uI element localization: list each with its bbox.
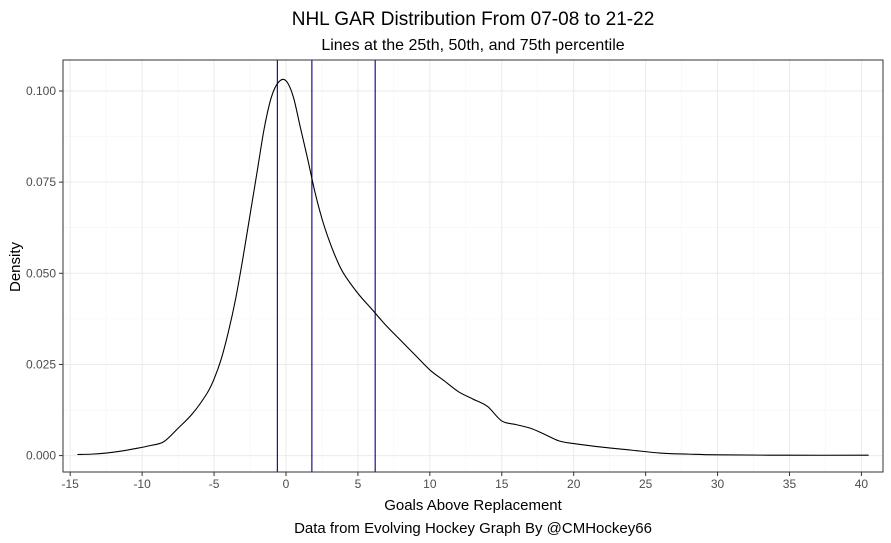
x-axis-title: Goals Above Replacement bbox=[384, 497, 562, 514]
x-tick-label: 20 bbox=[567, 477, 581, 491]
x-tick-label: 35 bbox=[783, 477, 797, 491]
y-tick-label: 0.075 bbox=[26, 175, 56, 189]
panel-border bbox=[62, 59, 884, 473]
x-tick-label: 5 bbox=[355, 477, 362, 491]
y-axis-ticks: 0.000 0.025 0.050 0.075 0.100 bbox=[26, 84, 63, 463]
y-tick-label: 0.050 bbox=[26, 266, 56, 280]
x-tick-label: -10 bbox=[133, 477, 151, 491]
x-tick-label: 15 bbox=[495, 477, 509, 491]
x-tick-label: 0 bbox=[283, 477, 290, 491]
chart-caption: Data from Evolving Hockey Graph By @CMHo… bbox=[294, 520, 652, 537]
x-tick-label: -5 bbox=[209, 477, 220, 491]
density-curve bbox=[77, 78, 869, 456]
x-tick-label: 25 bbox=[639, 477, 653, 491]
chart-title: NHL GAR Distribution From 07-08 to 21-22 bbox=[292, 9, 655, 30]
y-axis-title: Density bbox=[7, 241, 24, 292]
y-tick-label: 0.000 bbox=[26, 449, 56, 463]
x-tick-label: 40 bbox=[855, 477, 869, 491]
x-tick-label: 30 bbox=[711, 477, 725, 491]
chart-subtitle: Lines at the 25th, 50th, and 75th percen… bbox=[321, 37, 624, 54]
y-tick-label: 0.100 bbox=[26, 84, 56, 98]
y-tick-label: 0.025 bbox=[26, 357, 56, 371]
x-tick-label: 10 bbox=[423, 477, 437, 491]
x-axis-ticks: -15 -10 -5 0 5 10 15 20 25 30 35 40 bbox=[62, 472, 869, 491]
percentile-lines bbox=[276, 60, 376, 472]
x-tick-label: -15 bbox=[62, 477, 80, 491]
grid-lines bbox=[63, 60, 883, 472]
